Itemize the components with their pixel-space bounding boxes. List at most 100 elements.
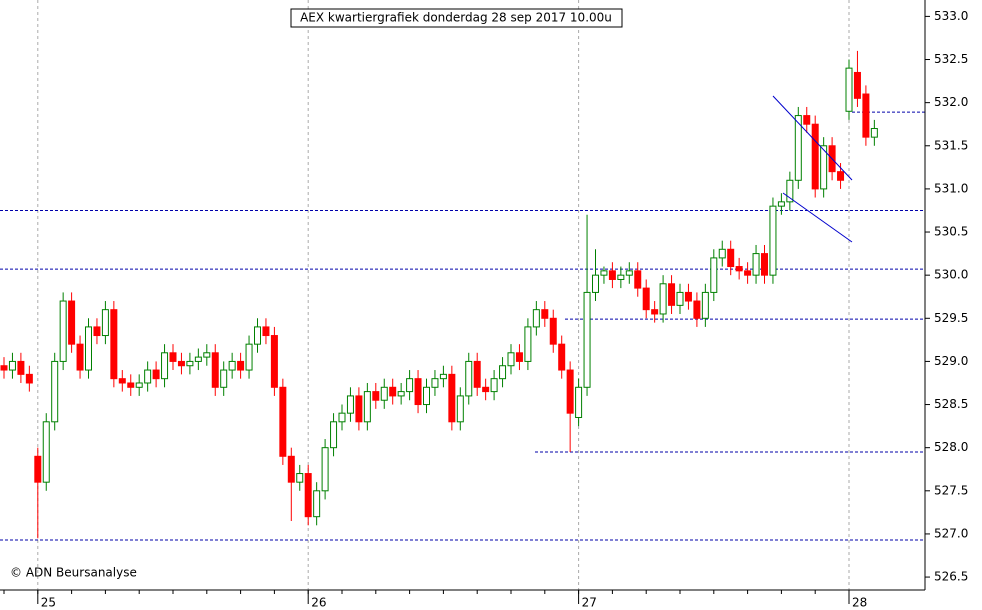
- candle-body: [287, 455, 295, 483]
- candle-body: [321, 447, 329, 492]
- candle-body: [837, 171, 845, 181]
- candle-body: [203, 352, 211, 358]
- candle-body: [769, 205, 777, 276]
- y-tick-label: 530.0: [934, 268, 968, 282]
- candle-body: [676, 291, 684, 306]
- candle-body: [820, 145, 828, 190]
- candle-body: [862, 93, 870, 138]
- candle-body: [777, 201, 785, 207]
- candle-body: [499, 365, 507, 380]
- candle-body: [752, 253, 760, 276]
- candle-body: [59, 300, 67, 362]
- y-tick-label: 531.5: [934, 138, 968, 152]
- candle-body: [693, 300, 701, 319]
- candle-body: [161, 352, 169, 380]
- y-tick-label: 530.5: [934, 225, 968, 239]
- x-tick-label: 27: [582, 596, 597, 610]
- candle-body: [439, 373, 447, 380]
- candle-body: [448, 373, 456, 423]
- candle-body: [101, 309, 109, 337]
- candle-body: [262, 326, 270, 337]
- candle-body: [372, 391, 380, 401]
- candle-body: [642, 287, 650, 311]
- candle-body: [803, 115, 811, 125]
- candle-body: [465, 360, 473, 397]
- candles: [0, 50, 878, 539]
- candle-body: [566, 369, 574, 414]
- candle-body: [51, 360, 59, 423]
- y-tick-label: 528.5: [934, 397, 968, 411]
- candle-body: [456, 395, 464, 423]
- candle-body: [651, 309, 659, 315]
- candle-body: [389, 386, 397, 397]
- x-tick-label: 25: [41, 596, 56, 610]
- candle-body: [76, 343, 84, 371]
- candle-body: [558, 343, 566, 371]
- candle-body: [608, 270, 616, 280]
- candle-body: [524, 326, 532, 362]
- candle-body: [17, 360, 25, 375]
- candle-body: [127, 382, 135, 388]
- candle-body: [482, 386, 490, 393]
- candle-body: [110, 309, 118, 380]
- candle-body: [684, 291, 692, 302]
- candle-body: [270, 335, 278, 388]
- candle-body: [313, 490, 321, 518]
- candle-body: [85, 326, 92, 371]
- candle-body: [592, 274, 599, 293]
- candle-body: [211, 352, 219, 388]
- candle-body: [490, 378, 498, 393]
- candle-body: [279, 386, 287, 457]
- candle-body: [177, 360, 185, 367]
- candle-body: [237, 360, 245, 371]
- candle-body: [34, 455, 42, 483]
- candle-body: [355, 395, 363, 423]
- y-tick-label: 526.5: [934, 570, 968, 584]
- candle-body: [304, 473, 312, 518]
- candle-body: [794, 115, 802, 181]
- candle-body: [194, 356, 202, 362]
- candle-body: [118, 378, 126, 384]
- candle-body: [135, 382, 143, 388]
- candle-body: [701, 291, 709, 319]
- candle-body: [186, 360, 194, 367]
- candle-body: [380, 386, 388, 401]
- candle-body: [397, 391, 405, 397]
- candle-body: [853, 71, 861, 99]
- candle-body: [245, 343, 253, 371]
- candle-body: [634, 270, 642, 289]
- y-tick-label: 529.0: [934, 354, 968, 368]
- trend-line: [772, 95, 853, 181]
- candle-body: [710, 257, 718, 293]
- candle-body: [93, 326, 101, 337]
- candle-body: [583, 291, 591, 388]
- candle-body: [228, 360, 236, 371]
- candle-body: [744, 270, 752, 276]
- candle-body: [659, 283, 667, 315]
- candle-body: [727, 248, 735, 268]
- candle-body: [549, 317, 557, 345]
- y-tick-label: 527.5: [934, 483, 968, 497]
- y-tick-label: 528.0: [934, 440, 968, 454]
- candle-body: [414, 378, 422, 406]
- candle-body: [152, 369, 160, 380]
- candle-body: [42, 421, 50, 483]
- y-tick-label: 529.5: [934, 311, 968, 325]
- candle-body: [8, 360, 16, 371]
- candle-body: [363, 391, 371, 423]
- candle-body: [600, 270, 608, 276]
- candle-body: [870, 128, 878, 138]
- candle-body: [431, 378, 439, 388]
- candle-body: [786, 179, 794, 203]
- candle-body: [406, 378, 414, 393]
- candle-body: [330, 421, 338, 449]
- candle-body: [532, 309, 540, 328]
- y-tick-label: 527.0: [934, 526, 968, 540]
- x-tick-label: 28: [852, 596, 867, 610]
- candle-body: [617, 274, 625, 280]
- candle-body: [338, 412, 346, 423]
- candle-body: [735, 266, 743, 272]
- candle-body: [68, 300, 76, 345]
- title-box: [290, 8, 623, 28]
